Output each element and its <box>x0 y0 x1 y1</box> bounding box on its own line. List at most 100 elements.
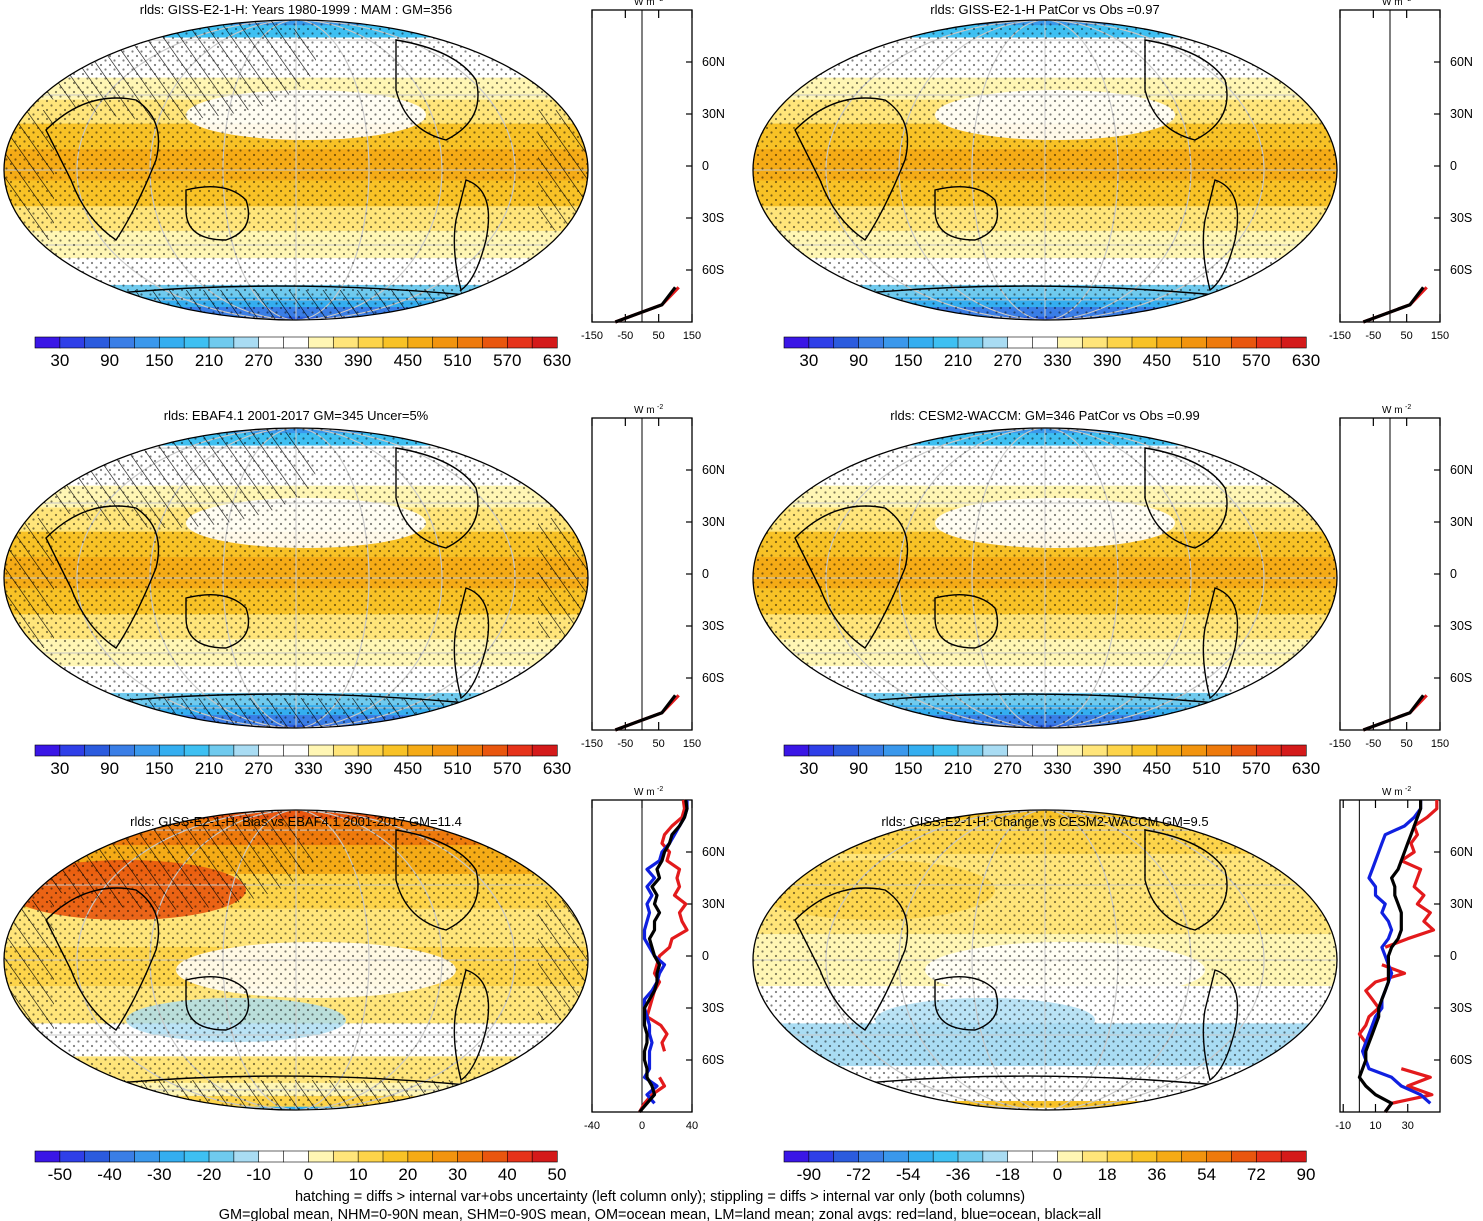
colorbar-swatch <box>208 336 235 349</box>
colorbar-p5: -50 -40 -30 -20 -10 0 10 20 30 40 50 <box>34 1150 567 1184</box>
profile-x-label: -50 <box>617 738 633 750</box>
map-panel-p6: rlds: GISS-E2-1-H: Change vs CESM2-WACCM… <box>752 809 1338 1111</box>
colorbar-label: 0 <box>1053 1165 1062 1184</box>
colorbar-swatch <box>1131 336 1158 349</box>
colorbar-swatch <box>1156 744 1183 757</box>
profile-series-land <box>1357 800 1439 1113</box>
colorbar-swatch <box>432 744 459 757</box>
stippling <box>753 20 1337 320</box>
colorbar-label: 90 <box>849 351 868 370</box>
colorbar-label: 510 <box>443 351 471 370</box>
profile-x-label: -150 <box>1329 330 1351 342</box>
colorbar-label: 510 <box>1192 759 1220 778</box>
profile-lat-label: 0 <box>702 949 709 963</box>
colorbar-label: 90 <box>100 759 119 778</box>
colorbar-label: 570 <box>1242 351 1270 370</box>
colorbar-swatch <box>982 744 1009 757</box>
colorbar-label: 54 <box>1197 1165 1216 1184</box>
colorbar-swatch <box>883 336 909 349</box>
colorbar-label: 30 <box>799 351 818 370</box>
profile-lat-label: 0 <box>1450 567 1457 581</box>
colorbar-swatch <box>84 336 111 349</box>
profile-series-all <box>1362 286 1425 324</box>
colorbar-swatch <box>332 744 359 757</box>
colorbar-swatch <box>59 744 86 757</box>
colorbar-label: 90 <box>1297 1165 1316 1184</box>
colorbar-swatch <box>332 336 359 349</box>
profile-x-label: 150 <box>1431 738 1449 750</box>
colorbar-swatch <box>482 744 508 757</box>
profile-x-label: -150 <box>1329 738 1351 750</box>
colorbar-swatch <box>1181 1150 1208 1163</box>
colorbar-swatch <box>833 1150 860 1163</box>
colorbar-label: 50 <box>548 1165 567 1184</box>
colorbar-p6: -90 -72 -54 -36 -18 0 18 36 54 72 90 <box>783 1150 1316 1184</box>
profile-x-label: -10 <box>1335 1120 1351 1132</box>
colorbar-swatch <box>1280 744 1307 757</box>
colorbar-label: 330 <box>294 759 322 778</box>
colorbar-swatch <box>183 336 210 349</box>
colorbar-swatch <box>308 336 334 349</box>
colorbar-swatch <box>432 336 459 349</box>
colorbar-swatch <box>283 336 310 349</box>
profile-lat-label: 30S <box>702 619 724 633</box>
colorbar-label: 30 <box>799 759 818 778</box>
colorbar-label: 630 <box>543 759 571 778</box>
colorbar-swatch <box>1231 1150 1257 1163</box>
profile-lat-label: 30S <box>702 211 724 225</box>
colorbar-swatch <box>457 744 484 757</box>
profile-lat-label: 30N <box>702 107 725 121</box>
colorbar-swatch <box>833 336 860 349</box>
colorbar-swatch <box>783 744 810 757</box>
colorbar-label: 30 <box>448 1165 467 1184</box>
colorbar-swatch <box>1206 1150 1233 1163</box>
zonal-profile-p3: -150 -50 50 150 60N 30N 0 30S 60S W m -2 <box>581 404 725 750</box>
colorbar-swatch <box>1255 744 1282 757</box>
colorbar-swatch <box>357 744 384 757</box>
colorbar-label: 510 <box>443 759 471 778</box>
zonal-profile-p1: -150 -50 50 150 60N 30N 0 30S 60S W m-2 <box>581 0 725 342</box>
profile-lat-label: 60S <box>702 1053 724 1067</box>
map-panel-p3: rlds: EBAF4.1 2001-2017 GM=345 Uncer=5% <box>3 408 589 729</box>
colorbar-swatch <box>59 336 86 349</box>
profile-x-label: 10 <box>1369 1120 1381 1132</box>
colorbar-swatch <box>1156 1150 1183 1163</box>
profile-lat-label: 30S <box>1450 1001 1472 1015</box>
colorbar-swatch <box>34 744 61 757</box>
colorbar-p3: 30 90 150 210 270 330 390 450 510 570 630 <box>34 744 571 778</box>
colorbar-swatch <box>531 1150 558 1163</box>
colorbar-swatch <box>858 744 885 757</box>
profile-lat-label: 60N <box>702 55 725 69</box>
colorbar-label: 450 <box>1143 351 1171 370</box>
colorbar-label: 210 <box>944 351 972 370</box>
profile-lat-label: 60N <box>702 463 725 477</box>
colorbar-label: 390 <box>1093 351 1121 370</box>
profile-lat-label: 0 <box>702 159 709 173</box>
colorbar-swatch <box>982 336 1009 349</box>
profile-x-label: 150 <box>1431 330 1449 342</box>
map-outline <box>3 427 589 729</box>
profile-unit: W m <box>1382 405 1403 416</box>
footnote-line1: hatching = diffs > internal var+obs unce… <box>295 1189 1025 1205</box>
profile-x-label: 50 <box>1401 738 1413 750</box>
colorbar-label: 10 <box>349 1165 368 1184</box>
colorbar-swatch <box>1057 336 1083 349</box>
map-outline <box>752 427 1338 729</box>
colorbar-swatch <box>482 336 508 349</box>
colorbar-swatch <box>34 1150 61 1163</box>
profile-series-all <box>614 286 677 324</box>
panel-title: rlds: GISS-E2-1-H: Change vs CESM2-WACCM… <box>881 814 1208 829</box>
colorbar-label: 570 <box>493 759 521 778</box>
colorbar-swatch <box>1007 1150 1034 1163</box>
colorbar-swatch <box>1280 336 1307 349</box>
colorbar-swatch <box>1181 336 1208 349</box>
colorbar-swatch <box>109 336 136 349</box>
colorbar-swatch <box>158 744 185 757</box>
profile-x-label: 50 <box>653 738 665 750</box>
colorbar-swatch <box>1231 336 1257 349</box>
colorbar-label: 330 <box>1043 759 1071 778</box>
colorbar-p2: 30 90 150 210 270 330 390 450 510 570 630 <box>783 336 1320 370</box>
profile-unit-sup: -2 <box>657 404 663 411</box>
stippling <box>753 810 1337 1110</box>
